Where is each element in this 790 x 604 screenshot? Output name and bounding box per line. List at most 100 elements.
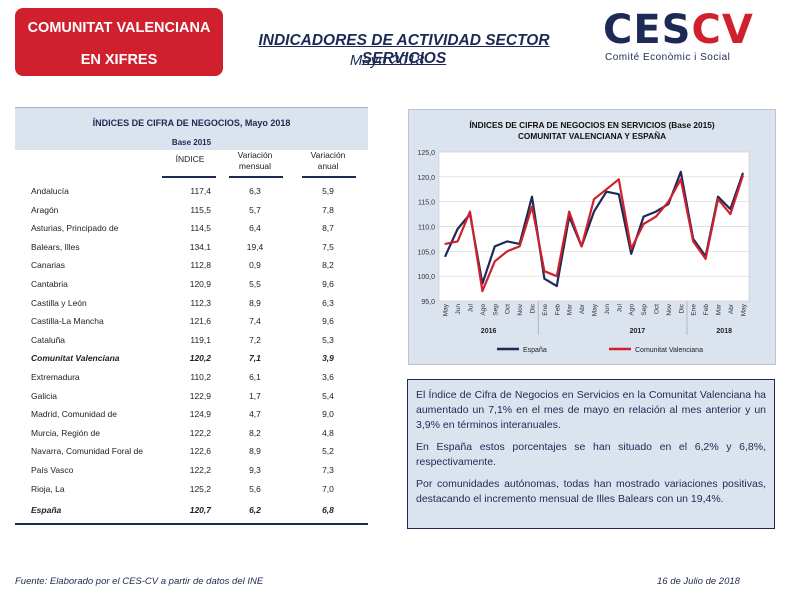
x-tick-label: Oct [505,304,512,314]
anual-cell: 4,8 [322,427,334,438]
mensual-cell: 1,7 [249,390,261,401]
header-rule-mensual [229,176,283,178]
region-cell: Canarias [31,260,66,271]
x-tick-label: Sep [492,304,499,316]
header-anual-1: Variación [310,150,346,160]
table-row: Cantabria 120,9 5,5 9,6 [15,275,368,293]
data-point [481,290,484,292]
line-chart: 95,0 100,0 105,0 110,0 115,0 120,0 125,0 May Jun… [417,150,750,354]
mensual-cell: 7,2 [249,334,261,345]
x-tick-label: Jun [604,304,611,315]
year-label: 2016 [481,328,497,335]
x-tick-label: Jul [468,303,475,312]
table-row: Galicia 122,9 1,7 5,4 [15,387,368,405]
y-tick-label: 110,0 [418,225,435,232]
data-point [555,285,558,287]
data-point [642,215,645,218]
indice-cell: 125,2 [189,483,211,494]
table-row: Asturias, Principado de 114,5 6,4 8,7 [15,219,368,237]
page-title: INDICADORES DE ACTIVIDAD SECTOR SERVICIO… [258,32,550,67]
mensual-cell: 6,2 [249,505,261,516]
anual-cell: 9,6 [322,279,334,289]
region-cell: Cataluña [31,334,66,345]
x-tick-label: Mar [716,303,723,315]
y-tick-label: 100,0 [417,274,435,281]
anual-cell: 5,2 [322,446,334,457]
anual-cell: 7,0 [322,483,334,494]
logo-subtitle: Comité Econòmic i Social [605,52,731,63]
data-point [679,170,682,173]
mensual-cell: 5,7 [249,204,261,215]
x-tick-label: Jun [455,304,462,315]
region-cell: Comunitat Valenciana [31,353,120,364]
data-point [667,200,670,203]
logo-ces: CES [603,7,692,53]
table-row: Comunitat Valenciana 120,2 7,1 3,9 [15,349,368,367]
mensual-cell: 19,4 [246,241,264,252]
x-tick-label: Nov [666,303,673,315]
year-label: 2018 [716,328,732,335]
table-row: Extremadura 110,2 6,1 3,6 [15,368,368,386]
y-tick-label: 95,0 [421,299,435,306]
x-tick-label: Mar [567,303,574,315]
mensual-cell: 8,9 [249,446,261,457]
region-cell: España [31,505,62,516]
x-tick-label: May [740,303,747,316]
indice-cell: 112,8 [190,260,211,271]
table-row: País Vasco 122,2 9,3 7,3 [15,461,368,479]
x-tick-label: Ene [691,304,698,316]
mensual-cell: 6,3 [249,186,261,196]
x-tick-label: Abr [728,303,735,314]
chart-subtitle: COMUNITAT VALENCIANA Y ESPAÑA [517,131,667,141]
table-row: Madrid, Comunidad de 124,9 4,7 9,0 [15,405,368,423]
mensual-cell: 8,2 [249,427,261,438]
data-point [692,240,695,243]
indice-cell: 110,2 [190,372,211,382]
indice-cell: 122,2 [189,465,211,475]
region-badge: COMUNITAT VALENCIANA EN XIFRES [15,8,223,76]
region-cell: Aragón [31,204,59,215]
region-cell: Castilla y León [31,297,87,308]
anual-cell: 7,3 [322,465,334,475]
summary-paragraph-3: Por comunidades autónomas, todas han mos… [416,478,766,505]
badge-line-1: COMUNITAT VALENCIANA [27,20,211,36]
mensual-cell: 5,5 [249,279,261,289]
header-mensual-1: Variación [237,150,273,160]
table-row: Andalucía 117,4 6,3 5,9 [15,182,368,200]
data-point [593,210,595,213]
indice-cell: 120,9 [189,279,211,289]
mensual-cell: 4,7 [249,409,261,420]
data-point [741,174,744,177]
anual-cell: 7,5 [322,241,334,252]
data-point [456,240,459,243]
x-tick-label: Ago [480,304,487,316]
indice-cell: 117,4 [190,186,211,196]
data-point [531,195,533,198]
region-cell: País Vasco [31,465,74,475]
data-point [444,255,447,258]
table-row: Murcia, Región de 122,2 8,2 4,8 [15,424,368,442]
y-tick-label: 115,0 [418,200,435,207]
region-cell: Galicia [31,390,57,401]
header-rule-anual [302,176,356,178]
x-tick-label: Ene [542,304,549,316]
data-point [679,178,682,181]
region-cell: Madrid, Comunidad de [31,409,117,420]
anual-cell: 6,8 [322,505,334,516]
summary-paragraph-1: El Índice de Cifra de Negocios en Servic… [416,389,766,431]
y-tick-label: 105,0 [417,249,435,256]
logo-cv: CV [691,7,754,53]
indice-cell: 134,1 [189,241,211,252]
line-chart-panel: ÍNDICES DE CIFRA DE NEGOCIOS EN SERVICIO… [408,109,776,365]
region-cell: Andalucía [31,186,69,196]
chart-title: ÍNDICES DE CIFRA DE NEGOCIOS EN SERVICIO… [469,120,715,130]
data-point [444,242,447,245]
indice-cell: 122,9 [189,390,211,401]
publication-date: 16 de Julio de 2018 [657,576,740,587]
regional-index-table: ÍNDICES DE CIFRA DE NEGOCIOS, Mayo 2018 … [15,107,368,527]
table-row: Castilla-La Mancha 121,6 7,4 9,6 [15,312,368,330]
x-tick-label: Sep [641,304,648,316]
indice-cell: 121,6 [189,316,211,327]
table-row: Cataluña 119,1 7,2 5,3 [15,331,368,349]
table-row: Castilla y León 112,3 8,9 6,3 [15,294,368,312]
